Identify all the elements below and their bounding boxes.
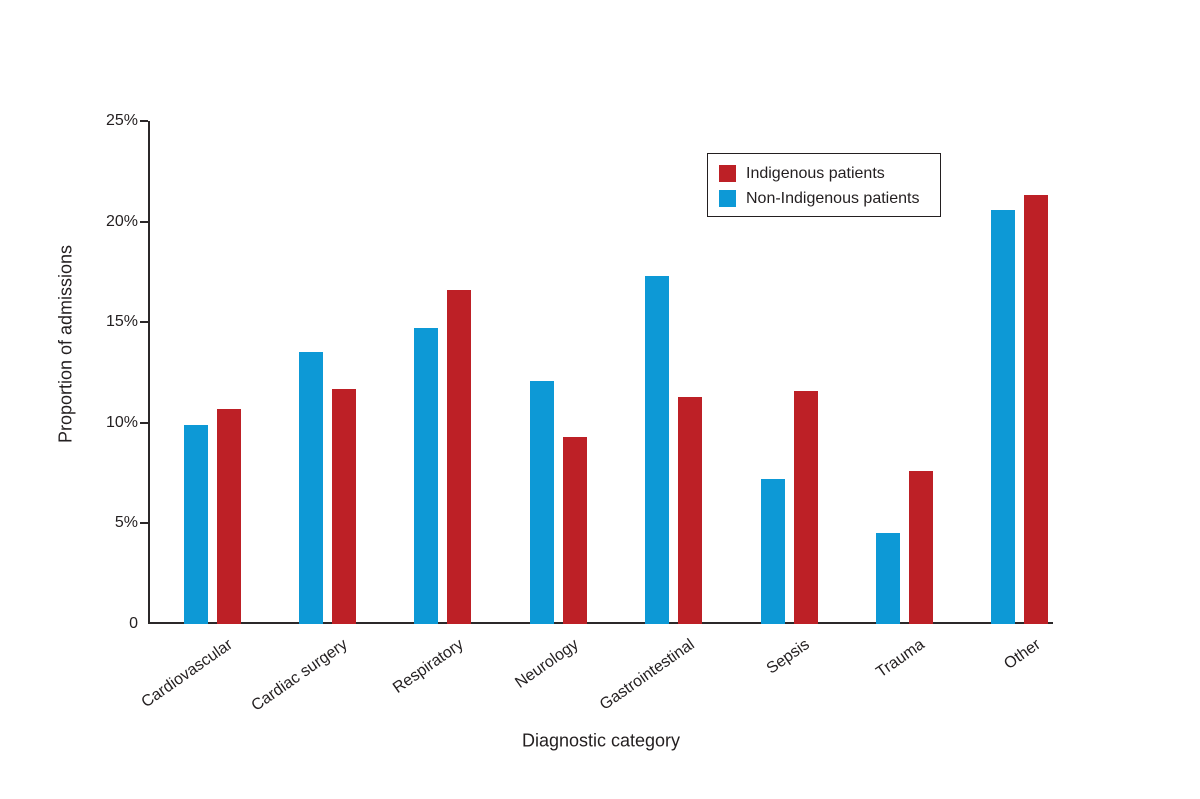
legend-item-non-indigenous: Non-Indigenous patients [719,186,940,211]
category-label-sepsis: Sepsis [763,636,813,678]
y-axis-title: Proportion of admissions [55,244,76,444]
bar-non-indigenous-cardiovascular [183,424,208,624]
legend-swatch-indigenous-icon [719,165,736,182]
legend-swatch-non-indigenous-icon [719,190,736,207]
legend-label-indigenous: Indigenous patients [746,164,885,182]
x-axis-line [148,622,1053,624]
y-tick-label: 15% [105,313,138,331]
x-axis-title: Diagnostic category [521,730,681,751]
bar-non-indigenous-gastrointestinal [645,275,670,624]
category-label-respiratory: Respiratory [389,636,467,697]
y-tick-label: 20% [105,212,138,230]
y-tick [140,220,148,223]
y-tick [140,321,148,324]
bar-indigenous-cardiac-surgery [331,388,356,624]
bar-indigenous-cardiovascular [216,408,241,624]
bar-non-indigenous-sepsis [760,479,785,624]
category-label-neurology: Neurology [512,636,582,692]
bar-indigenous-gastrointestinal [678,396,703,624]
bar-indigenous-respiratory [447,290,472,624]
y-tick [140,421,148,424]
bar-non-indigenous-other [991,209,1016,624]
bar-non-indigenous-cardiac-surgery [298,352,323,624]
y-tick-label: 25% [105,112,138,129]
category-label-gastrointestinal: Gastrointestinal [596,636,698,714]
category-label-trauma: Trauma [873,636,929,682]
legend-item-indigenous: Indigenous patients [719,161,940,186]
bar-non-indigenous-respiratory [414,328,439,624]
legend-label-non-indigenous: Non-Indigenous patients [746,189,920,207]
y-tick [140,120,148,122]
bar-non-indigenous-trauma [875,533,900,624]
y-tick [140,522,148,525]
bar-non-indigenous-neurology [529,380,554,624]
bar-indigenous-neurology [562,436,587,624]
bar-indigenous-trauma [908,471,933,624]
y-tick-label: 5% [114,514,138,532]
bar-indigenous-other [1024,195,1049,624]
category-label-other: Other [1001,636,1044,673]
category-label-cardiovascular: Cardiovascular [138,636,236,712]
y-tick-label: 10% [105,413,138,431]
y-tick-label: 0 [129,615,138,632]
y-axis-line [148,121,150,624]
bar-indigenous-sepsis [793,390,818,624]
category-label-cardiac-surgery: Cardiac surgery [248,636,352,715]
legend: Indigenous patients Non-Indigenous patie… [707,153,941,217]
